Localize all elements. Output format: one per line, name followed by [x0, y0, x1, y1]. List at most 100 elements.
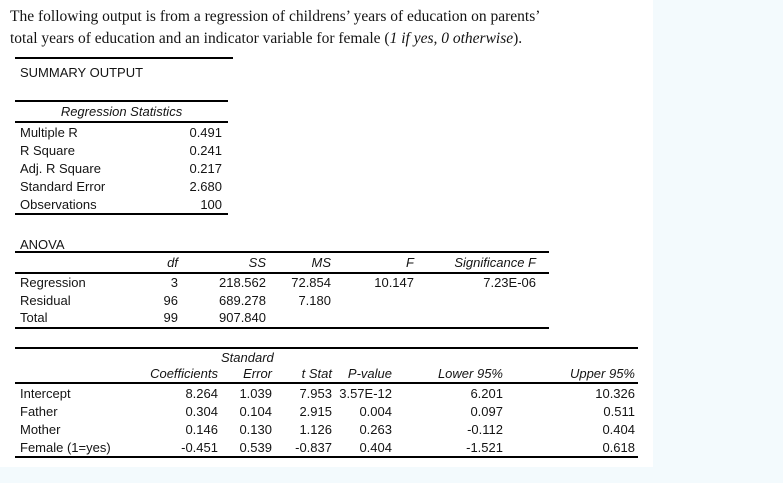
anova-ss-value: 907.840 [181, 309, 269, 329]
anova-row-label: Total [15, 309, 115, 329]
stat-label: Multiple R [20, 124, 78, 140]
coef-upper-95: 0.511 [603, 403, 635, 419]
anova-title: ANOVA [20, 237, 65, 252]
coefficients-header-row-2: Coefficients Error t Stat P-value Lower … [15, 365, 638, 384]
anova-header-ms: MS [269, 251, 334, 274]
coef-header-p-value: P-value [335, 365, 395, 384]
coef-standard-error: 0.104 [239, 403, 272, 419]
coefficients-table: Standard Coefficients Error t Stat P-val… [15, 347, 638, 458]
coef-p-value: 0.263 [359, 421, 392, 437]
coef-upper-95: 0.404 [602, 421, 635, 437]
stat-label: Adj. R Square [20, 160, 101, 176]
table-row: Regression 3 218.562 72.854 10.147 7.23E… [15, 273, 549, 292]
intro-line2-italic: 1 if yes, 0 otherwise [389, 30, 514, 47]
coef-t-stat: 7.953 [299, 385, 332, 401]
coef-standard-error: 0.539 [221, 438, 275, 458]
coef-header-blank [395, 347, 506, 365]
anova-header-blank [15, 251, 115, 274]
stat-value: 0.217 [189, 160, 223, 176]
anova-significance-f-value [417, 309, 549, 329]
anova-header-row: df SS MS F Significance F [15, 251, 549, 274]
coef-lower-95: -1.521 [395, 438, 506, 458]
coef-header-blank [15, 347, 115, 365]
anova-df-value: 99 [115, 309, 181, 329]
coef-header-blank [275, 347, 335, 365]
anova-significance-f-value [417, 292, 549, 310]
table-row: Residual 96 689.278 7.180 [15, 292, 549, 310]
coef-header-t-stat: t Stat [275, 365, 335, 384]
table-row: Father 0.304 0.104 2.915 0.004 0.097 0.5… [15, 402, 638, 420]
coef-value: 8.264 [185, 385, 218, 401]
anova-f-value [334, 292, 417, 310]
coef-lower-95: -0.112 [467, 421, 503, 437]
intro-paragraph: The following output is from a regressio… [10, 6, 650, 50]
anova-header-ss: SS [181, 251, 269, 274]
coef-t-stat: 2.915 [299, 403, 332, 419]
anova-ms-value: 72.854 [291, 275, 331, 291]
summary-output-title: SUMMARY OUTPUT [15, 57, 233, 80]
anova-ms-value [269, 309, 334, 329]
table-row: Multiple R 0.491 [15, 122, 228, 141]
coef-header-coefficients: Coefficients [115, 365, 221, 384]
intro-line2-post: ). [513, 30, 523, 47]
coef-p-value: 3.57E-12 [339, 385, 392, 401]
coefficients-header-row-1: Standard [15, 347, 638, 365]
coef-row-label: Intercept [20, 385, 71, 401]
anova-ss-value: 689.278 [219, 292, 266, 308]
coef-header-blank [335, 347, 395, 365]
coef-header-lower-95: Lower 95% [395, 365, 506, 384]
anova-header-significance-f: Significance F [417, 251, 549, 274]
stat-value: 2.680 [189, 178, 223, 194]
coef-lower-95: 0.097 [470, 403, 503, 419]
coef-p-value: 0.004 [359, 403, 392, 419]
anova-header-df: df [115, 251, 181, 274]
table-row: Mother 0.146 0.130 1.126 0.263 -0.112 0.… [15, 420, 638, 438]
table-row: Female (1=yes) -0.451 0.539 -0.837 0.404… [15, 438, 638, 458]
coef-upper-95: 10.326 [595, 385, 635, 401]
anova-ss-value: 218.562 [219, 275, 266, 291]
table-row: Standard Error 2.680 [15, 177, 228, 195]
document-content-area: The following output is from a regressio… [0, 0, 653, 467]
coef-upper-95: 0.618 [506, 438, 638, 458]
coef-t-stat: -0.837 [275, 438, 335, 458]
coef-row-label: Father [20, 403, 58, 419]
anova-f-value [334, 309, 417, 329]
anova-header-f: F [334, 251, 417, 274]
anova-ms-value: 7.180 [298, 292, 331, 308]
coef-row-label: Mother [20, 421, 61, 437]
anova-table: df SS MS F Significance F Regression 3 2… [15, 251, 549, 329]
intro-line1: The following output is from a regressio… [10, 8, 541, 25]
table-row: Observations 100 [15, 195, 229, 215]
coef-t-stat: 1.126 [299, 421, 332, 437]
anova-df-value: 3 [170, 275, 178, 291]
stat-value: 0.491 [189, 124, 223, 140]
table-row: Intercept 8.264 1.039 7.953 3.57E-12 6.2… [15, 383, 638, 402]
coef-standard-error: 0.130 [239, 421, 272, 437]
coef-value: 0.304 [185, 403, 218, 419]
anova-significance-f-value: 7.23E-06 [483, 275, 536, 291]
coef-value: 0.146 [185, 421, 218, 437]
stat-value: 0.241 [189, 142, 223, 158]
coef-lower-95: 6.201 [470, 385, 503, 401]
table-row: Total 99 907.840 [15, 309, 549, 329]
coef-header-blank [506, 347, 638, 365]
coef-header-error: Error [221, 365, 275, 384]
table-row: R Square 0.241 [15, 141, 228, 159]
coef-header-blank [115, 347, 221, 365]
coef-header-standard: Standard [221, 347, 275, 365]
intro-line2-pre: total years of education and an indicato… [10, 30, 390, 47]
regression-statistics-title: Regression Statistics [15, 100, 229, 123]
regression-statistics-table: Regression Statistics Multiple R 0.491 R… [15, 100, 229, 215]
coef-standard-error: 1.039 [239, 385, 272, 401]
coef-header-blank [15, 365, 115, 384]
table-row: Adj. R Square 0.217 [15, 159, 228, 177]
anova-f-value: 10.147 [374, 275, 414, 291]
coef-p-value: 0.404 [335, 438, 395, 458]
coef-value: -0.451 [115, 438, 221, 458]
coef-row-label: Female (1=yes) [15, 438, 115, 458]
stat-label: Observations [15, 195, 155, 215]
coef-header-upper-95: Upper 95% [506, 365, 638, 384]
stat-label: Standard Error [20, 178, 106, 194]
stat-label: R Square [20, 142, 75, 158]
